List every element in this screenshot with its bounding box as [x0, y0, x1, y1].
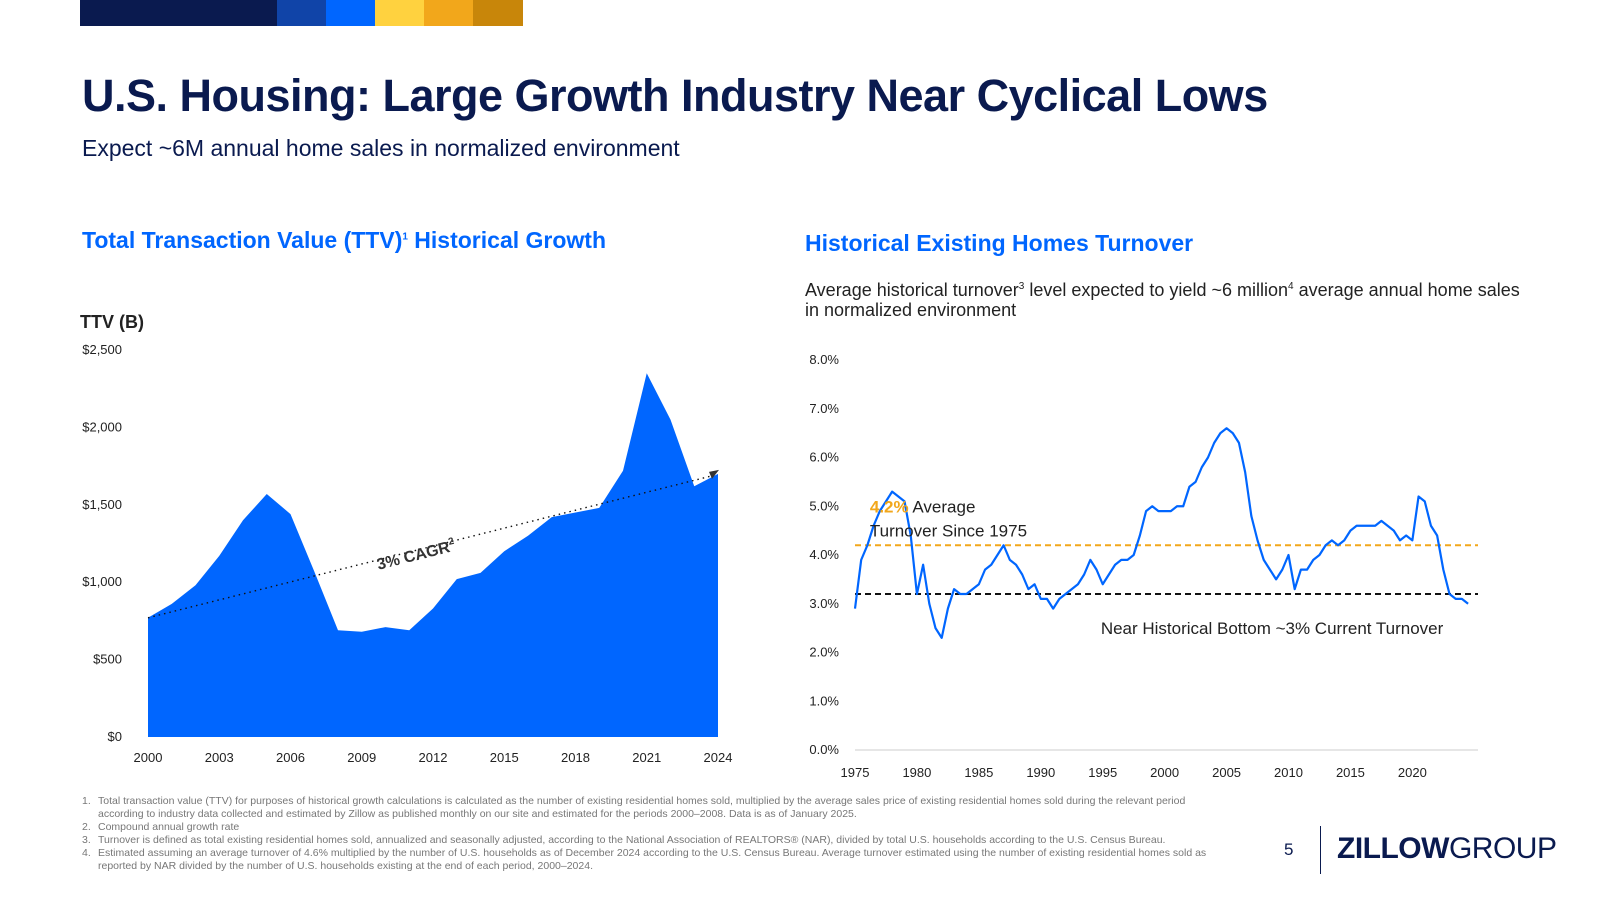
turnover-y-tick-label: 8.0%	[809, 352, 839, 367]
turnover-x-tick-label: 2000	[1150, 765, 1179, 780]
ttv-x-tick-label: 2009	[347, 750, 376, 765]
cagr-trendline	[147, 475, 713, 619]
ttv-y-tick-label: $1,000	[82, 574, 122, 589]
turnover-x-tick-label: 1995	[1088, 765, 1117, 780]
turnover-x-tick-label: 1980	[902, 765, 931, 780]
turnover-y-tick-label: 7.0%	[809, 401, 839, 416]
footnote-text: Turnover is defined as total existing re…	[98, 834, 1166, 846]
turnover-y-tick-label: 5.0%	[809, 498, 839, 513]
turnover-x-tick-label: 1975	[841, 765, 870, 780]
ttv-x-tick-label: 2015	[490, 750, 519, 765]
page-title: U.S. Housing: Large Growth Industry Near…	[82, 70, 1268, 121]
footnote-2: 2. Compound annual growth rate	[82, 821, 1232, 834]
turnover-x-tick-label: 2015	[1336, 765, 1365, 780]
turnover-x-tick-label: 1990	[1026, 765, 1055, 780]
turnover-y-tick-label: 1.0%	[809, 693, 839, 708]
footnote-1: 1. Total transaction value (TTV) for purp…	[82, 795, 1232, 821]
turnover-y-tick-label: 2.0%	[809, 645, 839, 660]
ttv-y-tick-label: $1,500	[82, 497, 122, 512]
turnover-series-line	[853, 427, 1469, 639]
footnote-text: Estimated assuming an average turnover o…	[98, 847, 1207, 872]
turnover-x-tick-label: 2020	[1398, 765, 1427, 780]
brand-bar-orange	[424, 0, 473, 26]
footnotes: 1. Total transaction value (TTV) for purp…	[82, 795, 1232, 873]
footnote-number: 2.	[82, 821, 91, 833]
brand-bar-yellow	[375, 0, 424, 26]
average-turnover-label-line2: Turnover Since 1975	[870, 522, 1027, 541]
desc-part-2: level expected to yield ~6 million	[1024, 280, 1288, 300]
turnover-x-tick-label: 1985	[964, 765, 993, 780]
turnover-y-tick-label: 6.0%	[809, 450, 839, 465]
ttv-y-tick-label: $2,000	[82, 419, 122, 434]
average-turnover-label: Average	[909, 497, 976, 516]
ttv-x-tick-label: 2003	[205, 750, 234, 765]
turnover-description: Average historical turnover3 level expec…	[805, 277, 1525, 320]
logo-regular-text: GROUP	[1448, 832, 1557, 865]
footnote-text: Total transaction value (TTV) for purpos…	[98, 795, 1186, 820]
ttv-x-tick-label: 2006	[276, 750, 305, 765]
ttv-title-text: Total Transaction Value (TTV)	[82, 227, 403, 253]
turnover-x-tick-label: 2010	[1274, 765, 1303, 780]
page-subtitle: Expect ~6M annual home sales in normaliz…	[82, 135, 680, 161]
turnover-x-tick-label: 2005	[1212, 765, 1241, 780]
footer-divider	[1320, 826, 1321, 874]
ttv-title-rest: Historical Growth	[407, 227, 607, 253]
ttv-x-tick-label: 2024	[704, 750, 733, 765]
ttv-y-tick-label: $2,500	[82, 342, 122, 357]
footnote-3: 3. Turnover is defined as total existing …	[82, 834, 1232, 847]
cagr-footnote: 2	[447, 536, 455, 548]
turnover-line-chart: 0.0% 1.0% 2.0% 3.0% 4.0% 5.0% 6.0% 7.0% 8.0% 1975…	[809, 352, 1478, 780]
turnover-y-tick-label: 3.0%	[809, 596, 839, 611]
turnover-y-tick-label: 4.0%	[809, 547, 839, 562]
turnover-chart-title: Historical Existing Homes Turnover	[805, 230, 1194, 256]
turnover-y-tick-label: 0.0%	[809, 742, 839, 757]
historical-bottom-annotation: Near Historical Bottom ~3% Current Turno…	[1101, 619, 1444, 638]
ttv-area-series	[148, 373, 718, 737]
brand-bar-gold	[473, 0, 523, 26]
desc-footnote-4: 4	[1288, 281, 1294, 292]
footnote-text: Compound annual growth rate	[98, 821, 240, 833]
ttv-x-tick-label: 2000	[134, 750, 163, 765]
ttv-area-chart: $0 $500 $1,000 $1,500 $2,000 $2,500 2000 2003 20…	[82, 342, 733, 765]
desc-part-3: average annual home sales in normalized …	[805, 280, 1520, 320]
ttv-x-tick-label: 2021	[632, 750, 661, 765]
cagr-arrowhead	[709, 469, 719, 479]
ttv-y-tick-label: $0	[108, 729, 122, 744]
ttv-y-tick-label: $500	[93, 652, 122, 667]
logo-bold-text: ZILLOW	[1337, 832, 1449, 865]
zillow-group-logo: ZILLOWGROUP	[1337, 832, 1557, 866]
desc-part-1: Average historical turnover	[805, 280, 1019, 300]
ttv-title-footnote: 1	[402, 231, 408, 243]
average-turnover-value: 4.2%	[870, 497, 909, 516]
ttv-y-axis-title: TTV (B)	[80, 312, 144, 332]
ttv-x-tick-label: 2012	[419, 750, 448, 765]
brand-bar-blue	[326, 0, 375, 26]
brand-bar-darkblue	[277, 0, 326, 26]
ttv-x-tick-label: 2018	[561, 750, 590, 765]
footnote-number: 4.	[82, 847, 91, 859]
average-turnover-annotation: 4.2% Average	[870, 497, 976, 516]
ttv-chart-title: Total Transaction Value (TTV)1 Historica…	[82, 227, 606, 254]
footnote-number: 1.	[82, 795, 91, 807]
cagr-label-text: 3% CAGR	[375, 539, 452, 574]
desc-footnote-3: 3	[1018, 281, 1025, 292]
footnote-number: 3.	[82, 834, 91, 846]
page-number: 5	[1284, 840, 1294, 859]
footnote-4: 4. Estimated assuming an average turnover…	[82, 847, 1232, 873]
cagr-label: 3% CAGR2	[375, 536, 458, 574]
brand-bar-navy	[80, 0, 277, 26]
